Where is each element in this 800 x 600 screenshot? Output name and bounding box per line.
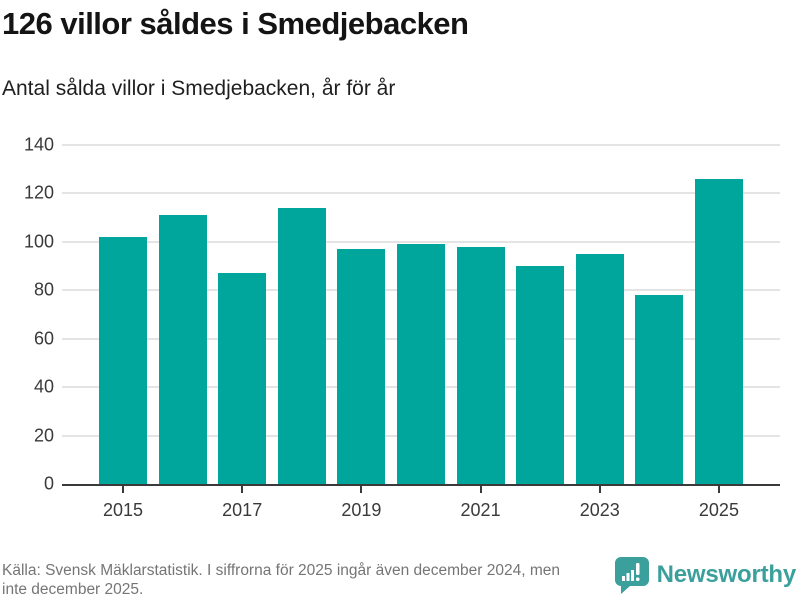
x-axis-label: 2023 xyxy=(579,500,620,520)
bars-row: 2015 2017 2019 2021 2023 2025 xyxy=(99,145,743,520)
x-axis-label: 2025 xyxy=(698,500,739,520)
x-axis-tick xyxy=(360,486,363,493)
y-axis-label: 40 xyxy=(33,376,54,397)
x-axis-tick xyxy=(598,486,601,493)
bar-2025: 2025 xyxy=(694,178,743,520)
newsworthy-bubble-icon xyxy=(614,557,649,594)
bar-2024 xyxy=(635,295,684,484)
x-axis-label: 2021 xyxy=(460,500,501,520)
source-note: Källa: Svensk Mäklarstatistik. I siffror… xyxy=(2,562,560,599)
newsworthy-wordmark: Newsworthy xyxy=(656,561,797,588)
x-axis-tick xyxy=(241,486,244,493)
newsworthy-logo: Newsworthy xyxy=(614,555,796,595)
bar-2015: 2015 xyxy=(99,237,147,520)
bar-2018 xyxy=(277,207,326,484)
bar-2021: 2021 xyxy=(456,246,505,520)
bar-2023: 2023 xyxy=(575,253,624,520)
x-axis-label: 2015 xyxy=(102,500,144,520)
gridline xyxy=(62,144,780,146)
y-axis-label: 80 xyxy=(33,279,54,300)
gridline xyxy=(62,240,780,243)
y-axis-label: 20 xyxy=(33,425,54,446)
x-axis-tick xyxy=(122,486,124,493)
plot-area: 2015 2017 2019 2021 2023 2025 xyxy=(62,144,780,520)
x-axis-tick xyxy=(479,486,482,493)
bar-2017: 2017 xyxy=(218,273,267,520)
y-axis-label: 140 xyxy=(23,134,54,155)
y-axis: 0 20 40 60 80 100 120 140 xyxy=(0,135,54,494)
chart-subtitle: Antal sålda villor i Smedjebacken, år fö… xyxy=(2,77,396,100)
y-axis-label: 60 xyxy=(33,328,54,349)
page-title: 126 villor såldes i Smedjebacken xyxy=(2,6,469,41)
bar-2019: 2019 xyxy=(337,249,386,520)
bar-2016 xyxy=(158,215,207,484)
bar-2020 xyxy=(396,244,445,484)
x-axis-tick xyxy=(717,486,720,493)
x-axis-label: 2019 xyxy=(341,500,382,520)
x-axis-label: 2017 xyxy=(222,500,263,520)
y-axis-label: 0 xyxy=(43,473,54,494)
bar-2022 xyxy=(516,266,565,484)
y-axis-label: 100 xyxy=(23,231,54,252)
gridline xyxy=(62,192,780,195)
y-axis-label: 120 xyxy=(23,182,54,203)
